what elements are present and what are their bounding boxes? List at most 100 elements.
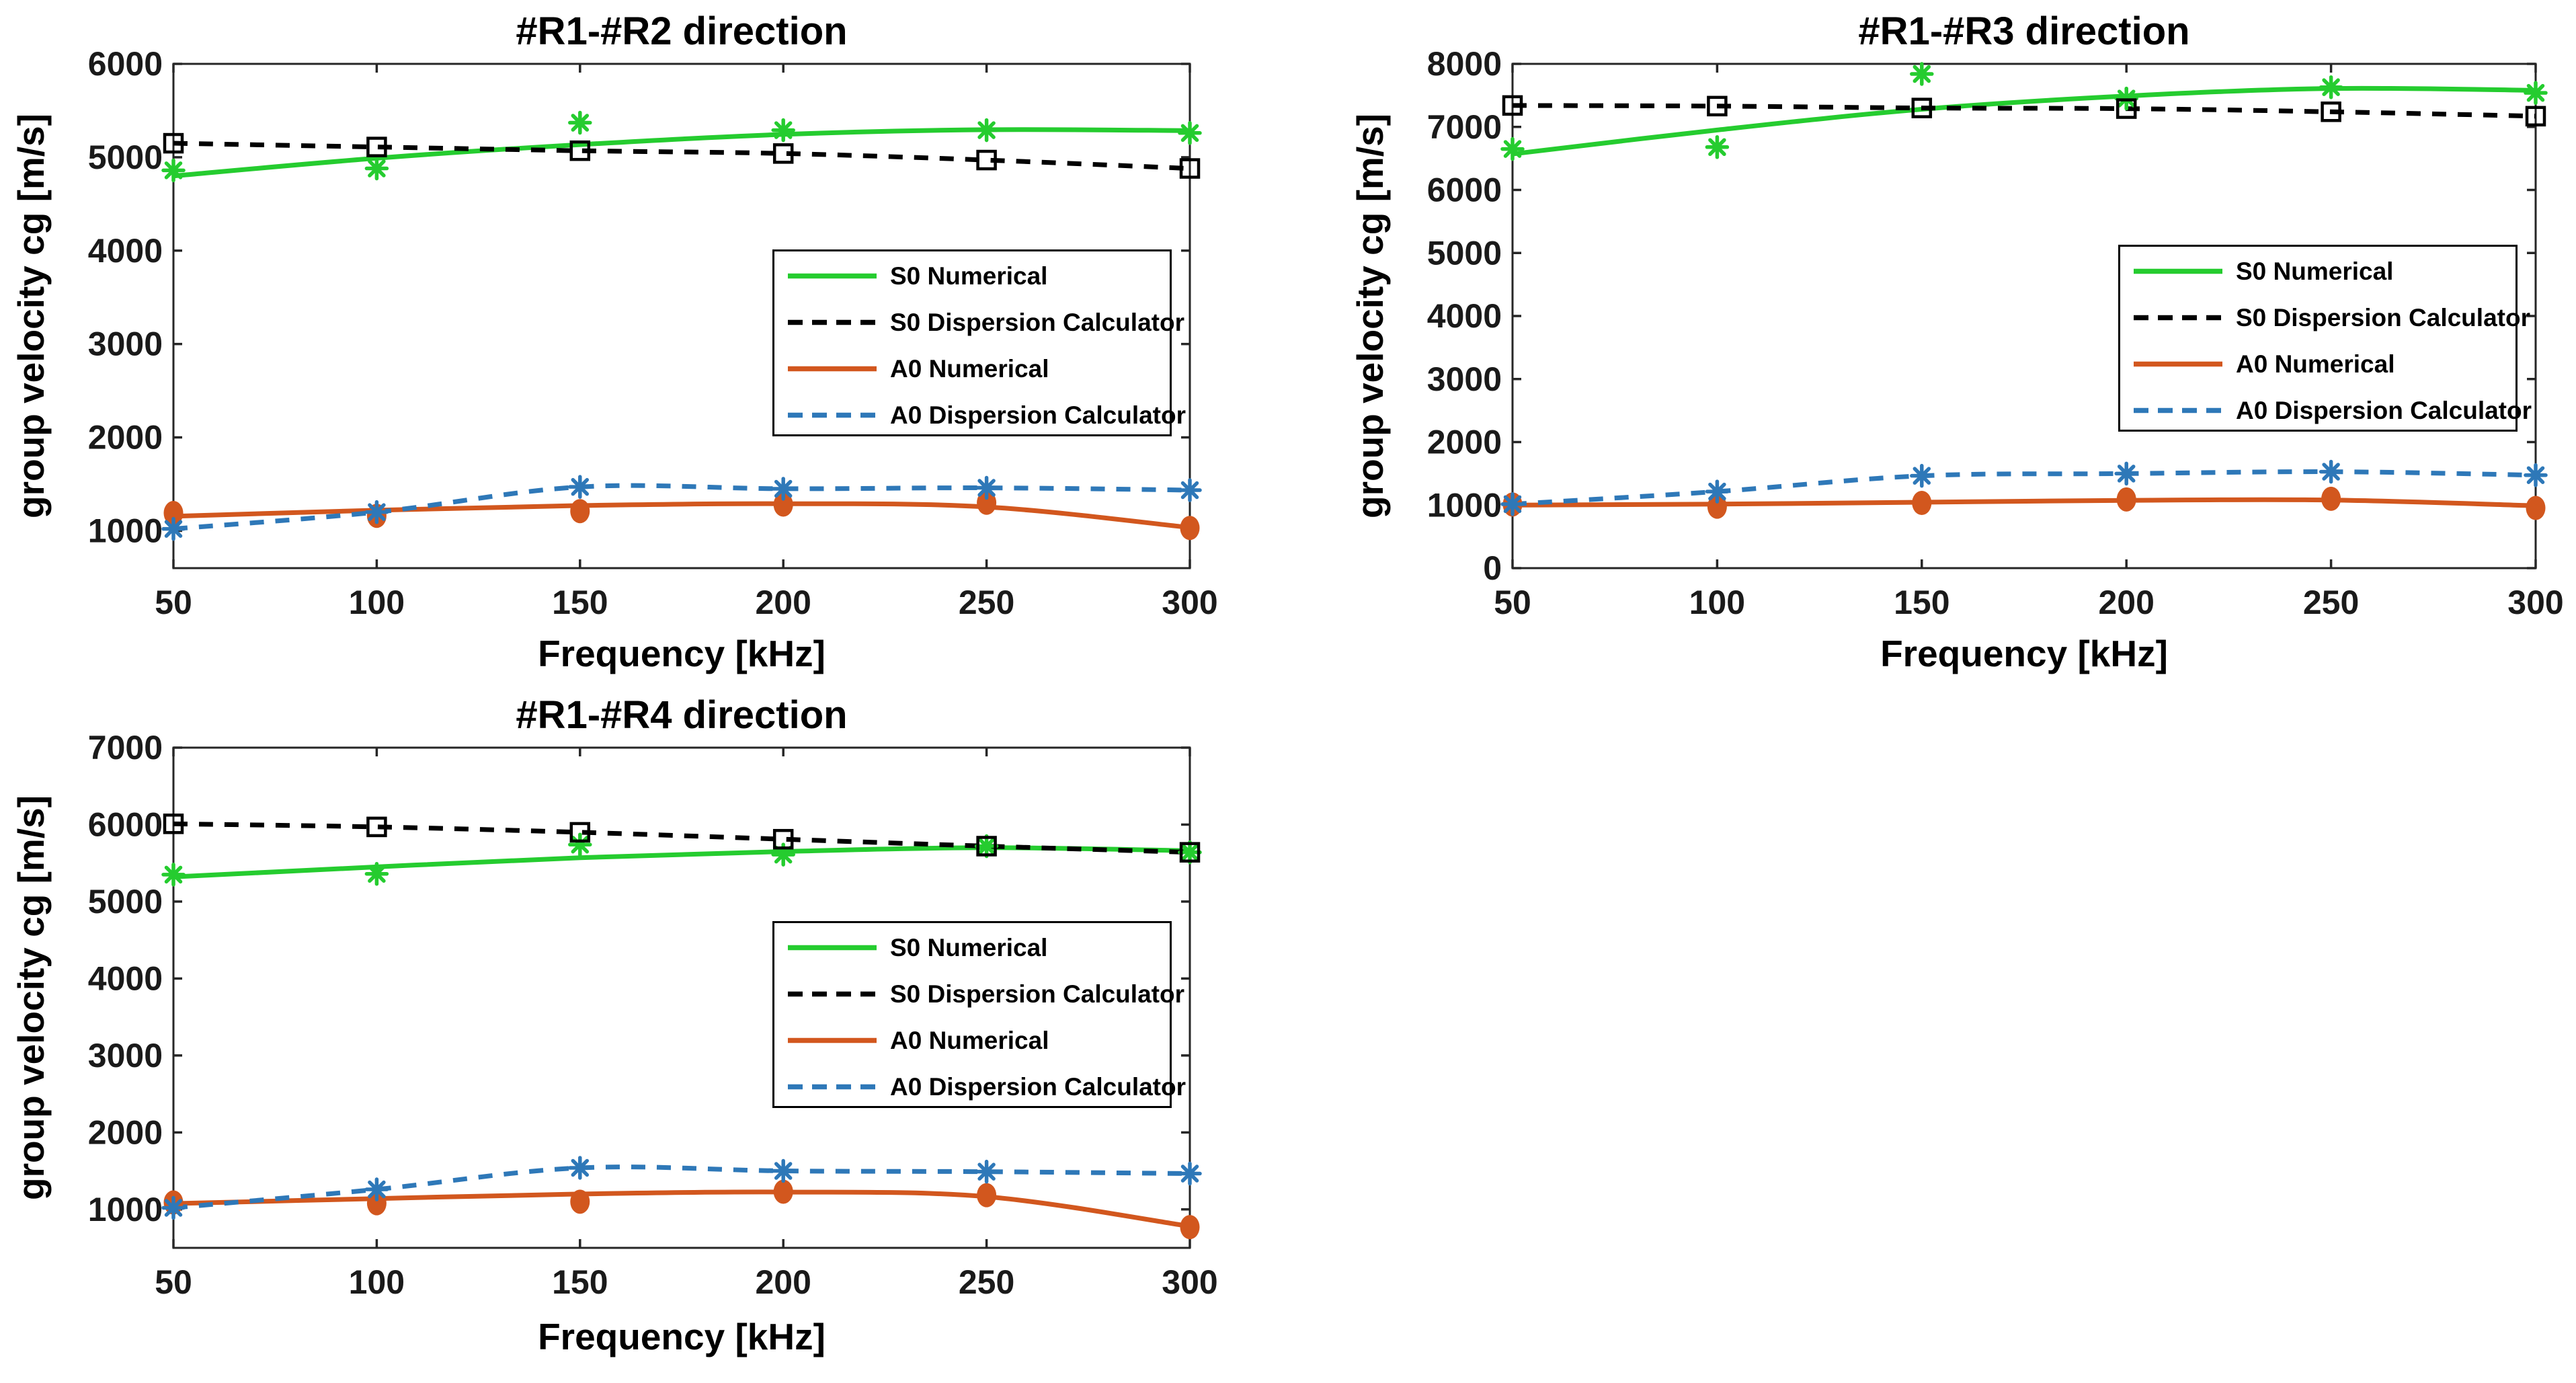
legend-label: S0 Dispersion Calculator	[2236, 303, 2530, 331]
x-tick-label: 100	[1689, 584, 1745, 621]
circle-marker	[163, 501, 184, 526]
asterisk-marker	[568, 1156, 592, 1180]
y-tick-label: 7000	[88, 729, 163, 766]
square-marker	[1707, 95, 1728, 117]
series-line	[1512, 497, 2536, 508]
series-line	[173, 501, 1191, 530]
legend-label: A0 Numerical	[890, 1026, 1049, 1054]
legend-item: S0 Numerical	[774, 924, 1170, 971]
x-axis-label: Frequency [kHz]	[538, 633, 826, 674]
legend-label: A0 Dispersion Calculator	[890, 401, 1186, 429]
y-tick-label: 0	[1483, 549, 1502, 587]
circle-marker	[977, 490, 997, 515]
asterisk-marker	[771, 477, 795, 501]
solid-line-swatch	[788, 945, 877, 951]
asterisk-marker	[161, 158, 186, 183]
chart-r1-r2: #R1-#R2 direction group velocity cg [m/s…	[10, 9, 1218, 674]
x-tick-label: 150	[1894, 584, 1949, 621]
series-lines	[173, 127, 1191, 532]
legend-item: A0 Numerical	[774, 346, 1170, 392]
circle-marker	[1180, 516, 1200, 541]
y-tick-label: 6000	[88, 805, 163, 843]
y-axis-label: group velocity cg [m/s]	[10, 113, 52, 519]
legend-label: A0 Numerical	[890, 354, 1049, 383]
circle-marker	[570, 499, 590, 524]
dashed-line-swatch	[2134, 315, 2222, 321]
asterisk-marker	[2524, 463, 2548, 487]
square-marker	[569, 822, 591, 843]
y-tick-label: 6000	[1427, 171, 1502, 209]
x-axis-label: Frequency [kHz]	[1880, 633, 2168, 674]
x-tick-label: 150	[552, 1263, 608, 1301]
circle-marker	[2116, 487, 2136, 512]
y-axis-label: group velocity cg [m/s]	[10, 795, 52, 1201]
solid-line-swatch	[788, 366, 877, 372]
y-tick-label: 5000	[1427, 234, 1502, 272]
asterisk-marker	[1705, 479, 1730, 504]
square-marker	[772, 143, 794, 164]
asterisk-marker	[161, 516, 186, 541]
circle-marker	[1180, 1215, 1200, 1240]
y-tick-label: 2000	[88, 1113, 163, 1151]
series-markers	[1500, 62, 2548, 520]
x-tick-label: 50	[155, 1263, 192, 1301]
series-markers	[161, 110, 1202, 541]
x-tick-label: 100	[349, 1263, 405, 1301]
legend-item: S0 Dispersion Calculator	[774, 971, 1184, 1017]
series-line	[1512, 85, 2536, 157]
chart-title: #R1-#R2 direction	[516, 9, 848, 53]
dashed-line-swatch	[788, 1084, 877, 1090]
asterisk-marker	[1178, 478, 1202, 502]
asterisk-marker	[1178, 840, 1202, 865]
legend-item: S0 Dispersion Calculator	[2120, 294, 2530, 341]
asterisk-marker	[974, 475, 999, 500]
asterisk-marker	[364, 500, 389, 524]
legend: S0 Numerical S0 Dispersion Calculator A0 N…	[2118, 245, 2532, 432]
asterisk-marker	[364, 861, 389, 886]
series-lines	[173, 821, 1191, 1229]
asterisk-marker	[2524, 81, 2548, 105]
series-line	[173, 483, 1191, 532]
square-marker	[569, 140, 591, 161]
y-tick-label: 6000	[88, 45, 163, 83]
square-marker	[1911, 97, 1933, 118]
x-tick-label: 200	[2098, 584, 2154, 621]
square-marker	[2525, 106, 2546, 127]
y-tick-label: 1000	[1427, 486, 1502, 524]
x-tick-label: 250	[959, 584, 1014, 621]
dashed-line-swatch	[788, 991, 877, 997]
circle-marker	[773, 492, 793, 517]
chart-title: #R1-#R3 direction	[1858, 9, 2190, 53]
asterisk-marker	[364, 156, 389, 181]
x-axis-label: Frequency [kHz]	[538, 1316, 826, 1357]
y-tick-label: 4000	[88, 959, 163, 997]
y-tick-label: 5000	[88, 883, 163, 920]
solid-line-swatch	[2134, 361, 2222, 367]
square-marker	[366, 136, 387, 157]
asterisk-marker	[161, 1195, 186, 1220]
asterisk-marker	[161, 863, 186, 887]
circle-marker	[1707, 494, 1727, 519]
y-tick-label: 2000	[88, 419, 163, 457]
circle-marker	[2526, 496, 2546, 520]
legend-item: A0 Dispersion Calculator	[774, 392, 1186, 438]
circle-marker	[1912, 490, 1932, 515]
dashed-line-swatch	[788, 412, 877, 418]
dashed-line-swatch	[2134, 407, 2222, 413]
legend-label: S0 Dispersion Calculator	[890, 980, 1184, 1008]
asterisk-marker	[1910, 463, 1934, 488]
asterisk-marker	[1910, 62, 1934, 86]
asterisk-marker	[974, 834, 999, 859]
legend-item: A0 Numerical	[774, 1017, 1170, 1064]
legend-label: S0 Dispersion Calculator	[890, 308, 1184, 336]
solid-line-swatch	[788, 1037, 877, 1043]
circle-marker	[2321, 486, 2341, 511]
x-tick-label: 100	[349, 584, 405, 621]
x-tick-label: 150	[552, 584, 608, 621]
asterisk-marker	[2114, 461, 2138, 486]
legend-item: A0 Numerical	[2120, 341, 2515, 387]
asterisk-marker	[1178, 1161, 1202, 1186]
asterisk-marker	[771, 118, 795, 143]
series-line	[1512, 103, 2536, 119]
